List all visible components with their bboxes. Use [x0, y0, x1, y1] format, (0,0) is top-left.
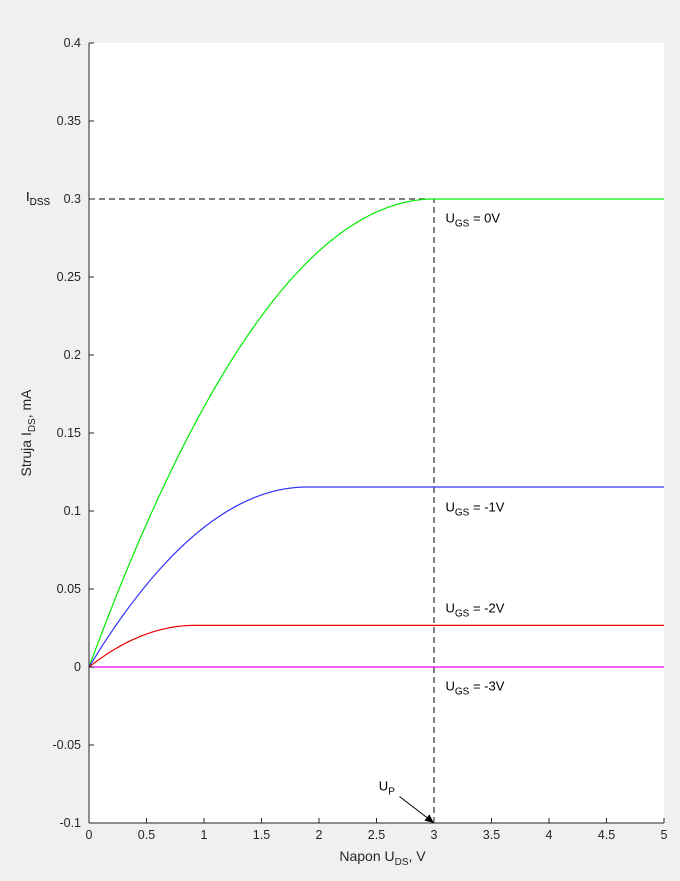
y-tick-label: 0.3 — [64, 192, 81, 206]
x-axis-label: Napon UDS, V — [339, 848, 426, 868]
y-axis-ticks: -0.1 -0.05 0 0.05 0.1 0.15 0.2 0.25 0.3 0.35 0.4 — [53, 36, 94, 830]
y-tick-label: -0.05 — [53, 738, 82, 752]
plot-area — [89, 43, 664, 823]
annotation-idss: IDSS — [26, 189, 51, 208]
y-tick-label: 0.1 — [64, 504, 81, 518]
annotation-sub: GS — [455, 507, 470, 518]
y-tick-label: 0.4 — [64, 36, 81, 50]
x-tick-label: 0 — [86, 828, 93, 842]
annotation-sub: GS — [455, 687, 470, 698]
annotation-tail: = 0V — [469, 211, 500, 226]
y-axis-label-main: Struja I — [18, 432, 34, 476]
x-tick-label: 0.5 — [138, 828, 155, 842]
y-tick-label: 0.15 — [57, 426, 81, 440]
annotation-sub: GS — [455, 609, 470, 620]
x-tick-label: 3 — [431, 828, 438, 842]
annotation-main: I — [26, 189, 30, 204]
annotation-main: U — [379, 779, 388, 794]
up-arrow-head — [424, 814, 434, 823]
x-axis-label-main: Napon U — [339, 848, 394, 864]
x-tick-label: 5 — [661, 828, 668, 842]
reference-lines — [89, 198, 435, 823]
annotation-tail: = -1V — [469, 499, 504, 514]
annotation-ugs-1: UGS = -1V — [446, 499, 505, 518]
x-tick-label: 4 — [546, 828, 553, 842]
annotation-tail: = -3V — [469, 679, 504, 694]
annotation-tail: = -2V — [469, 601, 504, 616]
annotation-main: U — [446, 211, 455, 226]
x-tick-label: 1.5 — [253, 828, 270, 842]
x-tick-label: 3.5 — [483, 828, 500, 842]
annotation-sub: P — [388, 787, 395, 798]
series-group — [88, 198, 664, 668]
annotation-main: U — [446, 499, 455, 514]
annotation-main: U — [446, 679, 455, 694]
x-axis-ticks: 0 0.5 1 1.5 2 2.5 3 3.5 4 4.5 5 — [86, 818, 668, 842]
x-axis-label-tail: , V — [409, 848, 427, 864]
y-tick-label: 0.35 — [57, 114, 81, 128]
y-axis-label-tail: , mA — [18, 389, 34, 418]
up-arrow-shaft — [399, 796, 428, 818]
series-line-ugs0 — [88, 198, 664, 668]
annotation-ugs-3: UGS = -3V — [446, 679, 505, 698]
x-tick-label: 2 — [316, 828, 323, 842]
y-tick-label: 0.2 — [64, 348, 81, 362]
annotation-main: U — [446, 601, 455, 616]
y-axis-label: Struja IDS, mA — [18, 389, 38, 477]
annotation-ugs-2: UGS = -2V — [446, 601, 505, 620]
x-axis-label-sub: DS — [395, 857, 409, 868]
annotation-sub: GS — [455, 219, 470, 230]
y-tick-label: -0.1 — [59, 816, 81, 830]
annotation-ugs0: UGS = 0V — [446, 211, 501, 230]
x-tick-label: 1 — [201, 828, 208, 842]
y-tick-label: 0 — [74, 660, 81, 674]
y-tick-label: 0.25 — [57, 270, 81, 284]
series-line-ugs-1 — [88, 486, 664, 668]
series-line-ugs-2 — [88, 624, 664, 668]
x-tick-label: 2.5 — [368, 828, 385, 842]
y-axis-label-sub: DS — [27, 418, 38, 432]
annotation-sub: DSS — [30, 197, 51, 208]
y-tick-label: 0.05 — [57, 582, 81, 596]
x-tick-label: 4.5 — [598, 828, 615, 842]
annotation-up: UP — [379, 779, 395, 798]
